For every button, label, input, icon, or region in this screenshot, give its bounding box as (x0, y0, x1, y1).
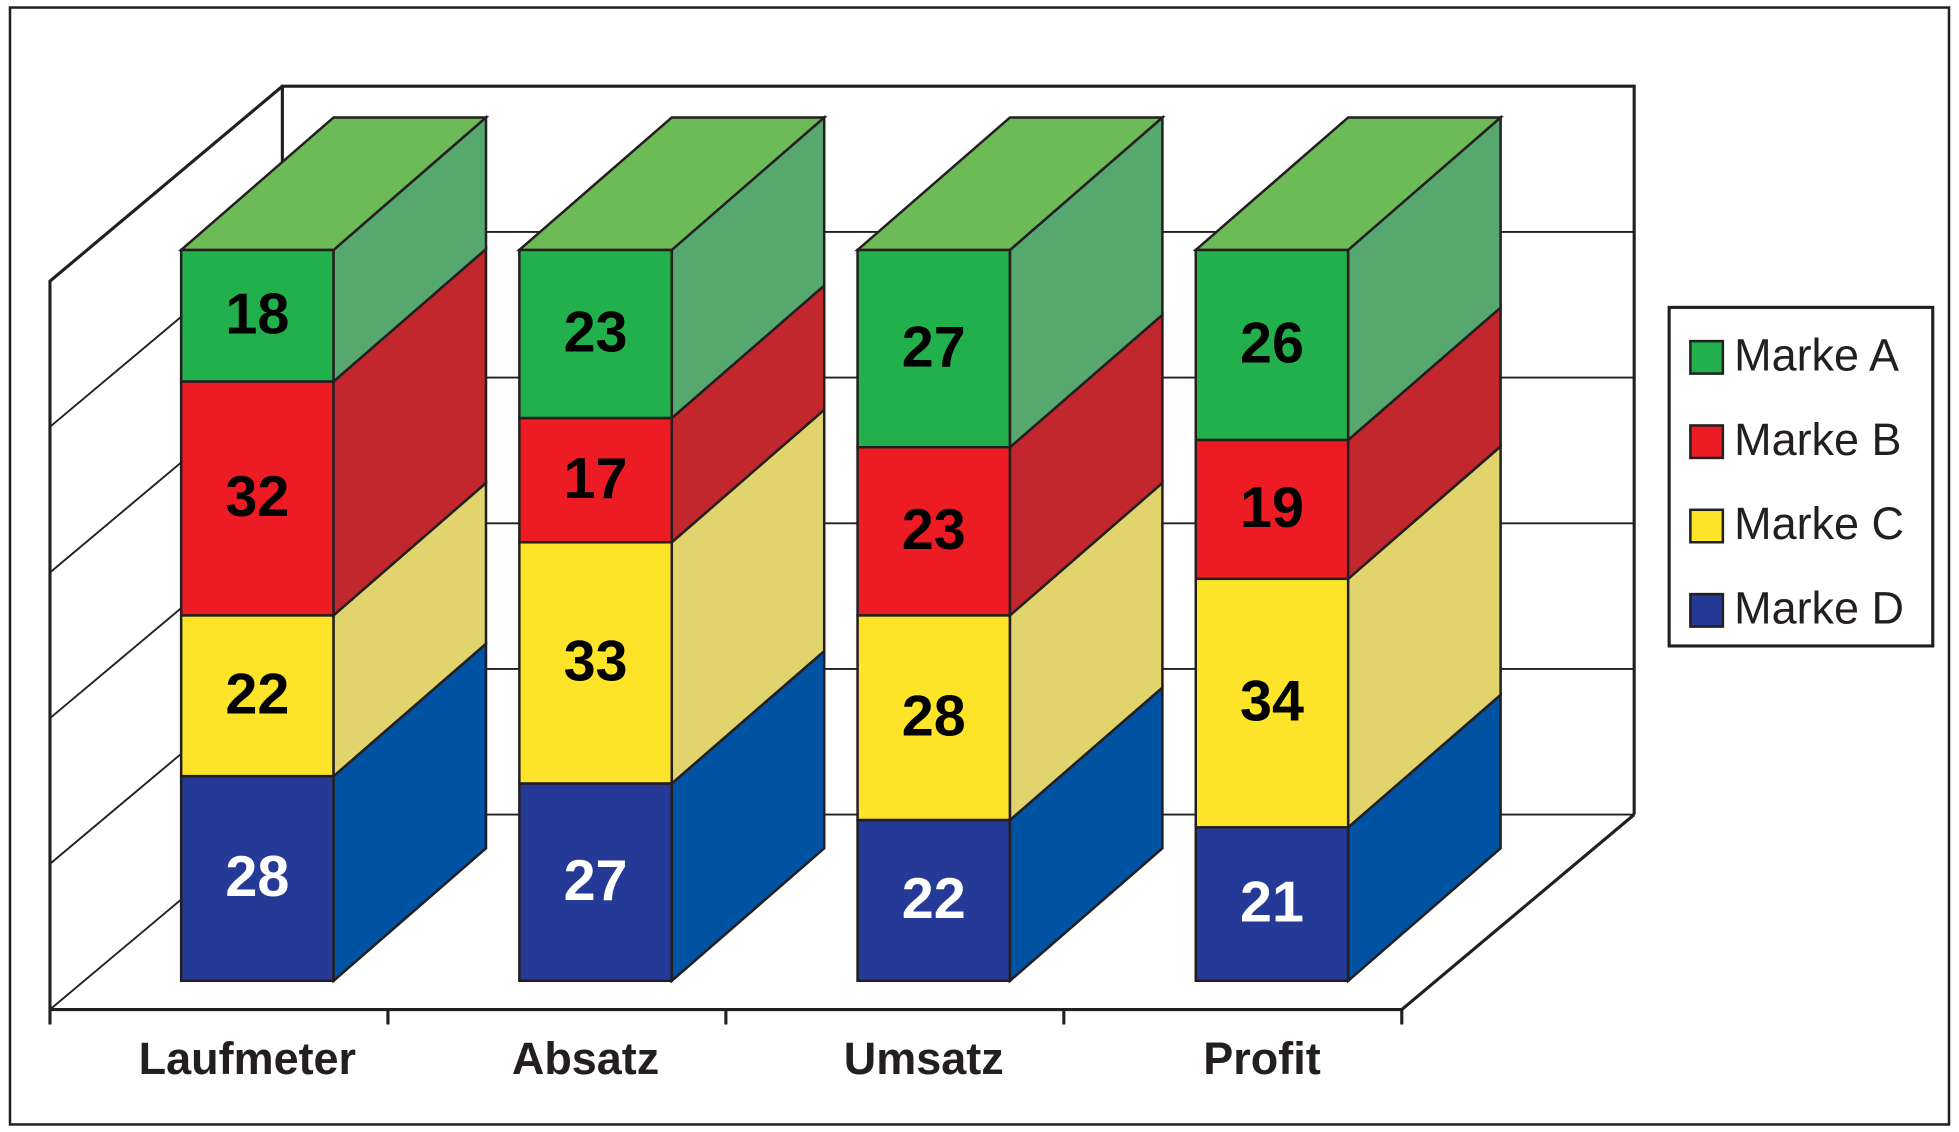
data-label: 22 (902, 867, 966, 931)
grid-line (49, 85, 1635, 282)
x-tick-label: Absatz (512, 1033, 659, 1084)
legend-label: Marke A (1734, 329, 1899, 380)
bar-front (518, 782, 674, 983)
bar-front (518, 541, 674, 785)
bar-front (856, 248, 1012, 449)
bar-top (1192, 116, 1504, 252)
bar-front (179, 774, 335, 983)
bar-front (1194, 577, 1350, 829)
bar-front (1194, 248, 1350, 442)
data-label: 19 (1240, 476, 1304, 540)
x-tick-label: Profit (1203, 1033, 1320, 1084)
legend-label: Marke B (1734, 414, 1901, 465)
legend-label: Marke D (1734, 582, 1904, 633)
data-label: 28 (225, 845, 289, 909)
data-label: 18 (225, 282, 289, 346)
x-tick-label: Laufmeter (139, 1033, 356, 1084)
data-label: 27 (902, 315, 966, 379)
legend-swatch (1689, 339, 1725, 375)
data-label: 22 (225, 662, 289, 726)
x-tick-label: Umsatz (844, 1033, 1004, 1084)
data-label: 28 (902, 684, 966, 748)
data-label: 34 (1240, 670, 1304, 734)
bar-front (1194, 826, 1350, 983)
bar-top (516, 116, 828, 252)
bar-front (518, 416, 674, 544)
bar-front (856, 445, 1012, 617)
data-label: 27 (564, 849, 628, 913)
bar-front (179, 614, 335, 778)
frame (8, 6, 1951, 1126)
data-label: 26 (1240, 312, 1304, 376)
legend-swatch (1689, 508, 1725, 544)
data-label: 21 (1240, 871, 1304, 935)
data-label: 33 (564, 630, 628, 694)
data-label: 23 (564, 301, 628, 365)
bar-front (179, 380, 335, 617)
data-label: 17 (564, 447, 628, 511)
bar-front (856, 818, 1012, 983)
legend-swatch (1689, 592, 1725, 628)
bar-top (854, 116, 1166, 252)
bar-front (518, 248, 674, 420)
bar-top (177, 116, 490, 252)
legend-label: Marke C (1734, 498, 1904, 549)
legend-swatch (1689, 424, 1725, 460)
data-label: 23 (902, 498, 966, 562)
bar-front (856, 614, 1012, 822)
data-label: 32 (225, 465, 289, 529)
